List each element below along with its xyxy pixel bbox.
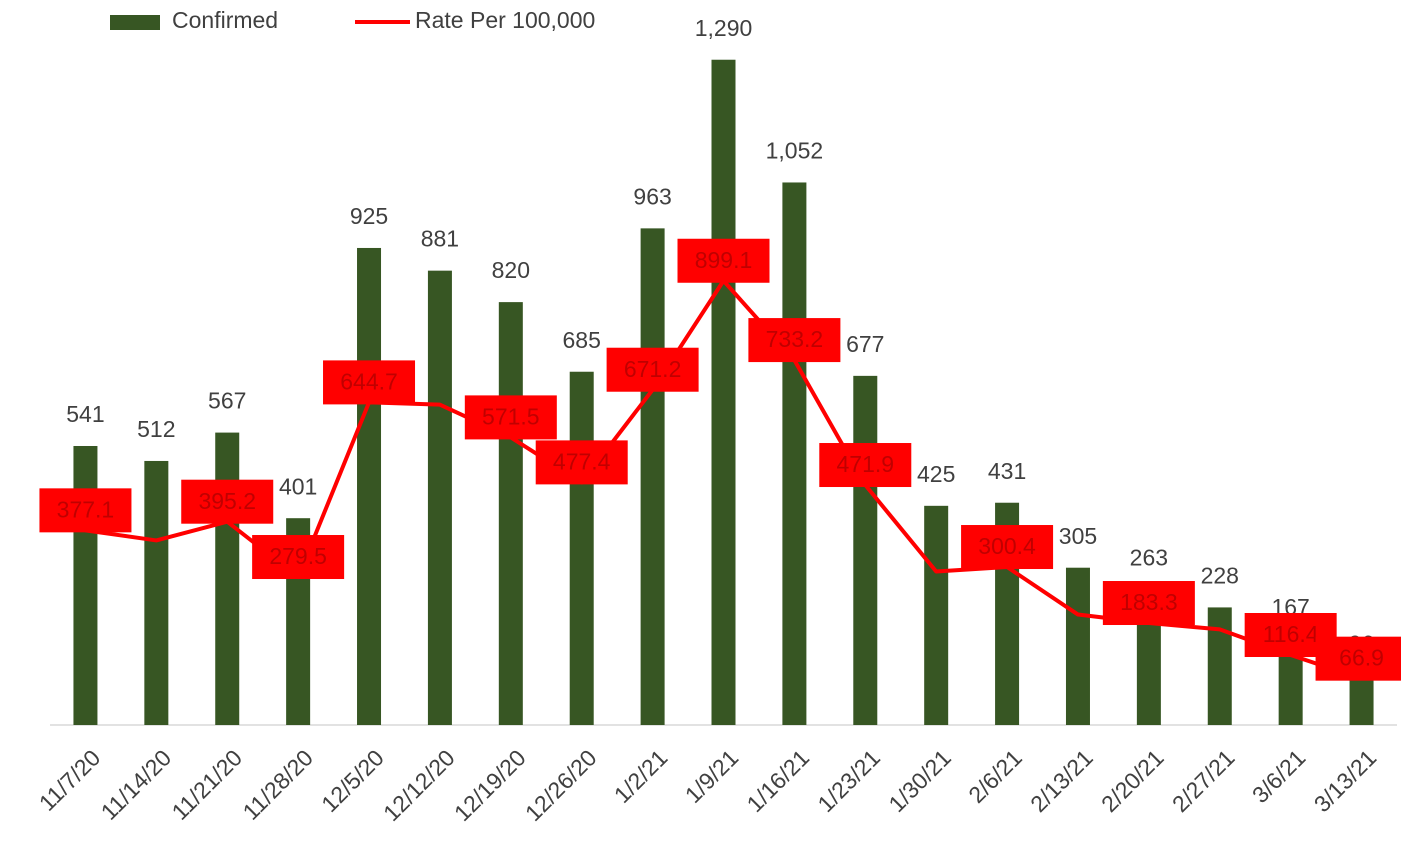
bar [498, 302, 523, 725]
rate-label-box [1315, 636, 1401, 681]
bar-label: 820 [492, 257, 530, 283]
bar-label: 881 [421, 226, 459, 252]
rate-label: 733.2 [766, 326, 824, 352]
bar-label: 228 [1201, 562, 1239, 588]
rate-label: 395.2 [198, 488, 256, 514]
rate-label-box [252, 535, 345, 580]
legend-swatch [110, 15, 160, 30]
bar [782, 182, 807, 725]
rate-label: 571.5 [482, 403, 540, 429]
x-tick-label: 1/2/21 [609, 744, 673, 808]
rate-label: 116.4 [1263, 621, 1319, 647]
rate-label-box [1102, 581, 1195, 626]
x-tick-label: 2/20/21 [1096, 744, 1169, 817]
x-tick-label: 2/6/21 [963, 744, 1027, 808]
x-tick-label: 12/5/20 [316, 744, 389, 817]
x-tick-label: 3/6/21 [1247, 744, 1311, 808]
bar [569, 371, 594, 725]
bar-label: 541 [66, 401, 104, 427]
bar-label: 305 [1059, 523, 1097, 549]
x-tick-label: 11/7/20 [34, 744, 105, 815]
rate-label: 899.1 [695, 247, 753, 273]
bar [73, 445, 98, 725]
bar-label: 925 [350, 203, 388, 229]
bar [215, 432, 240, 725]
legend-label: Rate Per 100,000 [415, 7, 595, 33]
rate-label-box [677, 238, 770, 283]
bar-label: 677 [846, 331, 884, 357]
rate-label-box [819, 443, 912, 488]
rate-label: 66.9 [1339, 645, 1384, 671]
x-tick-label: 2/27/21 [1167, 744, 1240, 817]
bar-label: 1,290 [695, 15, 753, 41]
bar-label: 401 [279, 473, 317, 499]
x-tick-label: 11/28/20 [237, 744, 317, 824]
bar-label: 963 [633, 183, 671, 209]
x-tick-label: 1/16/21 [742, 744, 815, 817]
rate-label: 471.9 [837, 451, 895, 477]
rate-label-box [961, 525, 1054, 570]
x-tick-label: 11/21/20 [167, 744, 247, 824]
bar [1065, 567, 1090, 725]
rate-label: 300.4 [978, 533, 1036, 559]
bar-label: 685 [563, 327, 601, 353]
x-tick-label: 2/13/21 [1025, 744, 1098, 817]
x-tick-label: 11/14/20 [96, 744, 176, 824]
x-tick-label: 12/19/20 [449, 744, 531, 826]
x-tick-label: 1/30/21 [883, 744, 956, 817]
rate-label: 671.2 [624, 356, 682, 382]
rate-label-box [606, 347, 699, 392]
rate-label-box [39, 488, 132, 533]
bar [144, 460, 169, 725]
rate-label: 183.3 [1120, 589, 1178, 615]
x-tick-label: 12/26/20 [520, 744, 602, 826]
rate-label-box [535, 440, 628, 485]
bar-label: 425 [917, 461, 955, 487]
rate-label: 644.7 [340, 368, 398, 394]
bar [1207, 607, 1232, 725]
rate-label-box [464, 395, 557, 440]
rate-label-box [181, 479, 274, 524]
bar [711, 59, 736, 725]
legend-label: Confirmed [172, 7, 278, 33]
bar-label: 567 [208, 388, 246, 414]
bar [427, 270, 452, 725]
bar-label: 431 [988, 458, 1026, 484]
x-tick-label: 1/9/21 [680, 744, 744, 808]
bar [357, 247, 382, 725]
rate-label-box [323, 360, 416, 405]
x-tick-label: 12/12/20 [378, 744, 460, 826]
rate-label: 477.4 [553, 448, 611, 474]
bar [853, 375, 878, 725]
x-tick-label: 3/13/21 [1309, 744, 1382, 817]
rate-label: 377.1 [57, 496, 115, 522]
bar [1349, 675, 1374, 725]
bar [924, 505, 949, 725]
rate-label: 279.5 [269, 543, 327, 569]
rate-label-box [748, 318, 841, 363]
bar [640, 228, 665, 726]
x-tick-label: 1/23/21 [812, 744, 885, 817]
bar-label: 263 [1130, 544, 1168, 570]
bar-label: 512 [137, 416, 175, 442]
bar-label: 1,052 [766, 138, 824, 164]
